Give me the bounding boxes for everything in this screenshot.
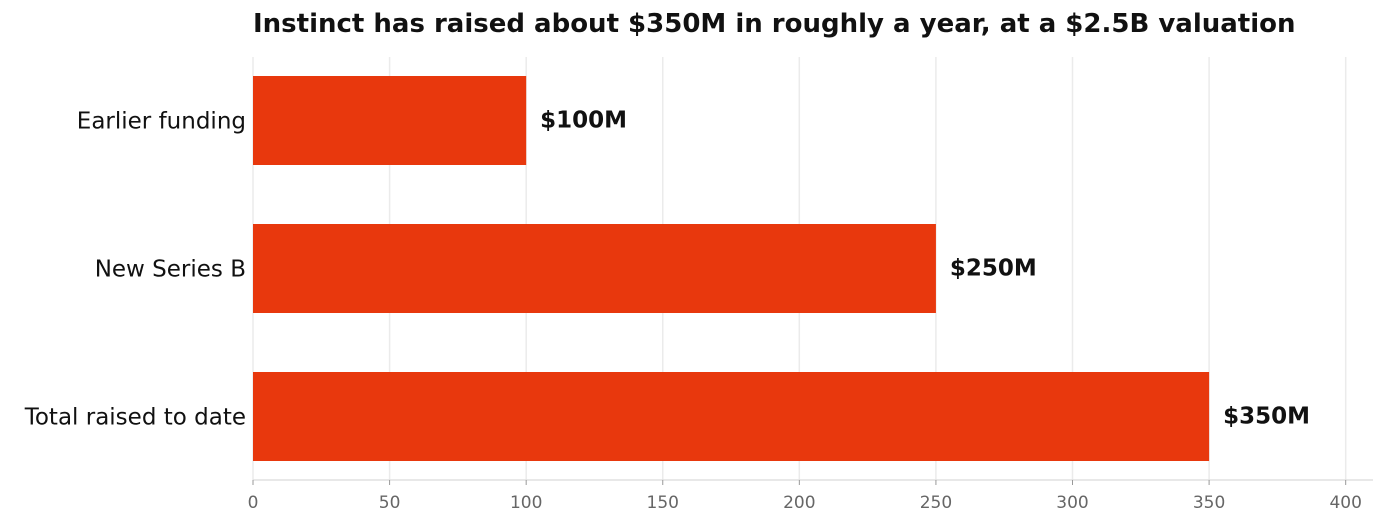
x-axis-ticks: 0 50 100 150 200 250 300 350 400 [248, 480, 1362, 513]
tick-label: 150 [647, 493, 679, 513]
chart-title: Instinct has raised about $350M in rough… [253, 9, 1296, 39]
tick-label: 400 [1329, 493, 1361, 513]
category-label: Earlier funding [77, 109, 246, 135]
category-label: Total raised to date [24, 405, 246, 431]
bar [253, 224, 936, 313]
tick-label: 350 [1193, 493, 1225, 513]
tick-label: 100 [510, 493, 542, 513]
tick-label: 300 [1056, 493, 1088, 513]
data-label: $350M [1223, 404, 1310, 430]
tick-label: 200 [783, 493, 815, 513]
tick-label: 250 [920, 493, 952, 513]
data-label: $250M [950, 256, 1037, 282]
category-label: New Series B [95, 257, 246, 283]
bar [253, 76, 527, 165]
bar [253, 372, 1210, 461]
category-labels: Earlier funding New Series B Total raised … [24, 109, 246, 431]
data-labels: $100M $250M $350M [540, 108, 1310, 430]
data-label: $100M [540, 108, 627, 134]
bars [253, 76, 1210, 461]
tick-label: 0 [248, 493, 259, 513]
tick-label: 50 [379, 493, 401, 513]
